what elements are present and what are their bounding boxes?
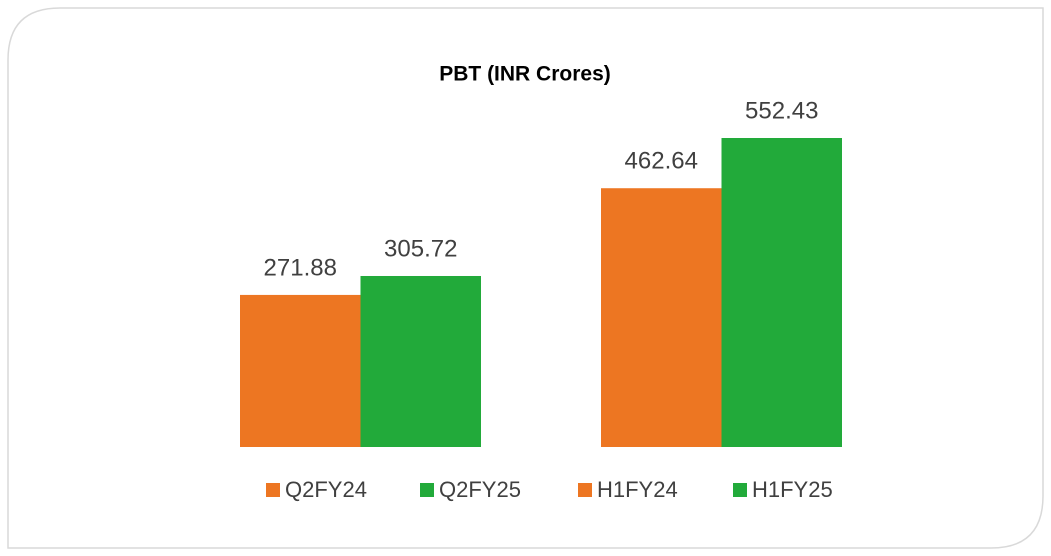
legend-label: H1FY24 — [597, 477, 678, 502]
legend-label: Q2FY24 — [285, 477, 367, 502]
chart-title: PBT (INR Crores) — [439, 63, 611, 86]
data-label: 305.72 — [384, 235, 457, 262]
data-label: 271.88 — [264, 254, 337, 281]
bar — [360, 275, 481, 447]
data-label: 552.43 — [745, 97, 818, 124]
legend-swatch — [266, 483, 280, 497]
data-label: 462.64 — [625, 148, 698, 175]
bar — [240, 294, 361, 447]
bar — [601, 188, 722, 447]
legend-swatch — [578, 483, 592, 497]
legend-label: H1FY25 — [752, 477, 833, 502]
legend-swatch — [733, 483, 747, 497]
bar — [721, 138, 842, 447]
card — [7, 7, 1044, 549]
legend-swatch — [420, 483, 434, 497]
legend-label: Q2FY25 — [439, 477, 521, 502]
